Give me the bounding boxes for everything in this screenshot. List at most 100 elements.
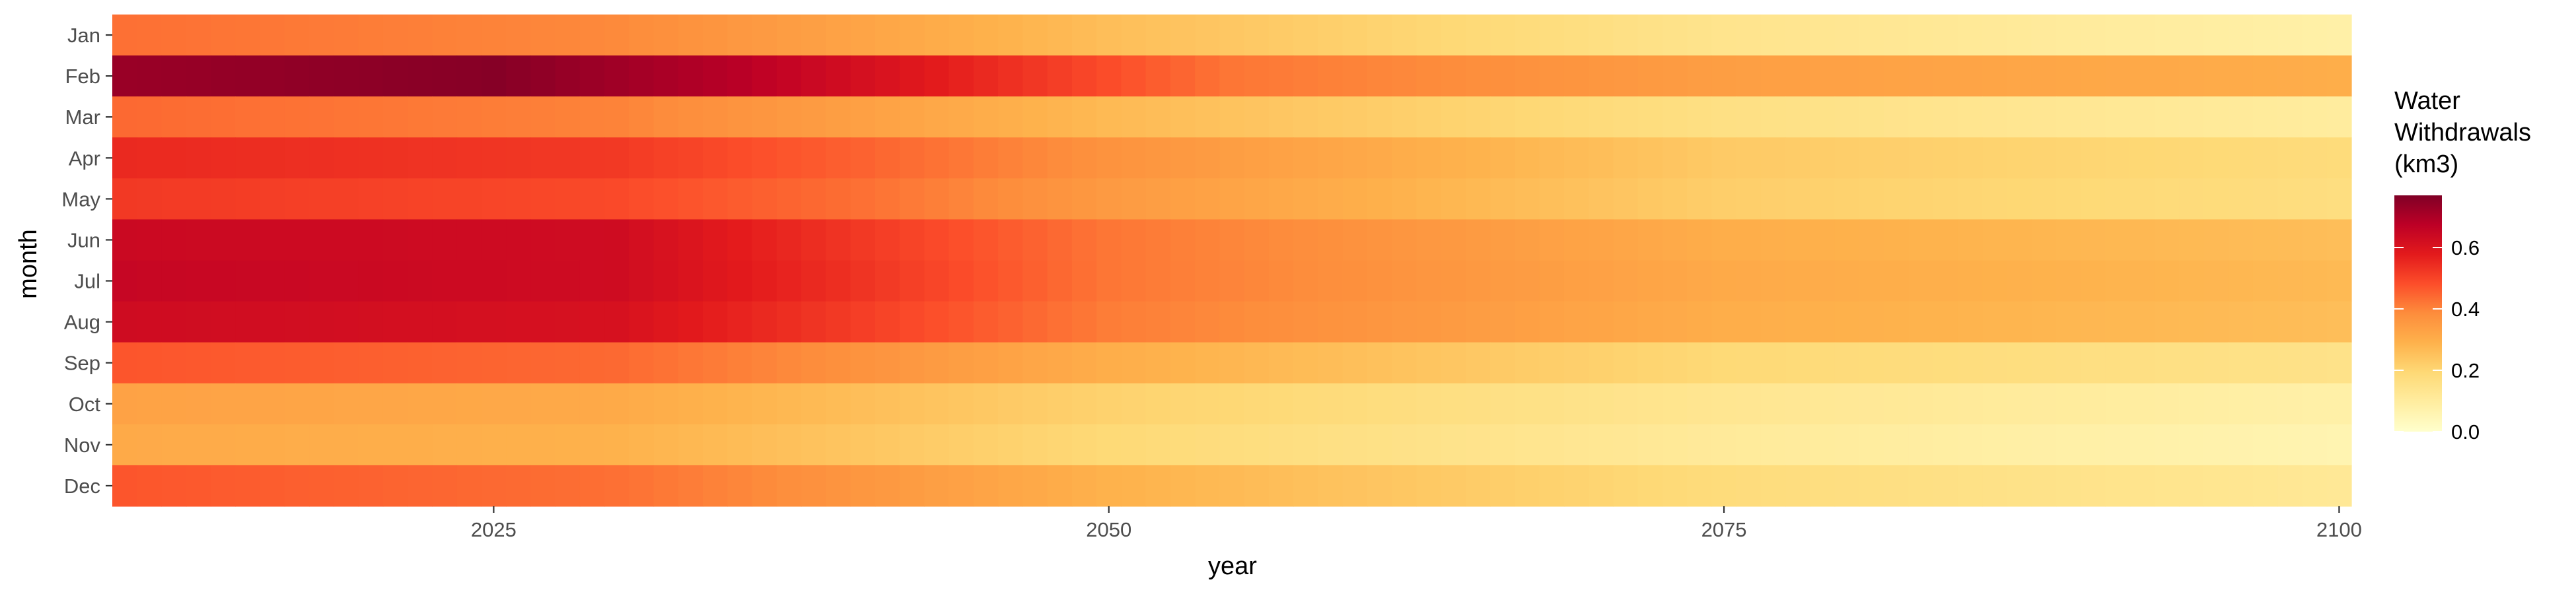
- heatmap-cell: [334, 465, 359, 507]
- heatmap-cell: [1760, 383, 1786, 425]
- heatmap-cell: [900, 301, 925, 343]
- heatmap-cell: [456, 178, 482, 220]
- heatmap-cell: [137, 342, 162, 384]
- heatmap-cell: [579, 219, 605, 261]
- heatmap-cell: [850, 178, 876, 220]
- heatmap-cell: [900, 137, 925, 179]
- heatmap-cell: [653, 260, 679, 302]
- heatmap-cell: [1982, 137, 2008, 179]
- heatmap-cell: [900, 15, 925, 56]
- heatmap-cell: [1121, 301, 1147, 343]
- heatmap-cell: [1219, 219, 1245, 261]
- heatmap-cell: [1711, 219, 1737, 261]
- heatmap-cell: [137, 55, 162, 97]
- heatmap-cell: [604, 260, 629, 302]
- heatmap-cell: [727, 383, 753, 425]
- heatmap-cell: [1662, 137, 1688, 179]
- heatmap-cell: [2302, 15, 2328, 56]
- heatmap-cell: [875, 301, 900, 343]
- heatmap-cell: [875, 465, 900, 507]
- heatmap-cell: [776, 260, 802, 302]
- heatmap-cell: [1810, 260, 1836, 302]
- heatmap-cell: [358, 424, 384, 466]
- heatmap-cell: [1293, 342, 1318, 384]
- heatmap-cell: [703, 96, 728, 138]
- heatmap-row-apr: [112, 137, 2352, 179]
- heatmap-cell: [2154, 55, 2180, 97]
- heatmap-cell: [604, 96, 629, 138]
- heatmap-cell: [1244, 383, 1270, 425]
- heatmap-cell: [2129, 383, 2155, 425]
- heatmap-row-oct: [112, 383, 2352, 425]
- heatmap-cell: [112, 342, 137, 384]
- heatmap-cell: [1834, 55, 1860, 97]
- heatmap-cell: [924, 465, 950, 507]
- heatmap-cell: [555, 465, 581, 507]
- heatmap-cell: [186, 55, 211, 97]
- heatmap-cell: [1367, 96, 1392, 138]
- heatmap-cell: [1957, 15, 1983, 56]
- heatmap-cell: [2326, 96, 2352, 138]
- heatmap-cell: [1465, 15, 1491, 56]
- heatmap-cell: [1662, 55, 1688, 97]
- heatmap-cell: [948, 424, 974, 466]
- heatmap-cell: [2081, 178, 2106, 220]
- heatmap-cell: [1711, 55, 1737, 97]
- heatmap-cell: [875, 96, 900, 138]
- heatmap-cell: [875, 342, 900, 384]
- heatmap-cell: [1760, 260, 1786, 302]
- heatmap-cell: [1859, 15, 1884, 56]
- heatmap-cell: [1096, 342, 1122, 384]
- heatmap-cell: [235, 301, 261, 343]
- heatmap-cell: [1293, 55, 1318, 97]
- heatmap-cell: [1810, 301, 1836, 343]
- heatmap-cell: [432, 178, 458, 220]
- heatmap-cell: [1268, 301, 1294, 343]
- heatmap-cell: [2326, 383, 2352, 425]
- heatmap-cell: [284, 219, 310, 261]
- heatmap-cell: [112, 15, 137, 56]
- heatmap-cell: [2031, 260, 2057, 302]
- heatmap-cell: [334, 137, 359, 179]
- heatmap-cell: [382, 424, 408, 466]
- heatmap-cell: [235, 219, 261, 261]
- heatmap-cell: [1416, 424, 1442, 466]
- heatmap-cell: [678, 178, 703, 220]
- heatmap-cell: [2277, 260, 2303, 302]
- heatmap-cell: [1884, 96, 1910, 138]
- heatmap-cell: [1933, 301, 1958, 343]
- heatmap-cell: [2252, 342, 2278, 384]
- legend-title-line: Withdrawals: [2394, 119, 2531, 147]
- heatmap-cell: [1490, 424, 1515, 466]
- heatmap-cell: [2056, 260, 2081, 302]
- heatmap-cell: [481, 178, 507, 220]
- heatmap-cell: [1662, 15, 1688, 56]
- heatmap-cell: [555, 342, 581, 384]
- heatmap-cell: [1145, 219, 1171, 261]
- heatmap-cell: [1145, 15, 1171, 56]
- heatmap-cell: [1367, 219, 1392, 261]
- heatmap-cell: [1170, 342, 1196, 384]
- heatmap-cell: [1318, 383, 1343, 425]
- heatmap-cell: [530, 424, 556, 466]
- heatmap-cell: [653, 383, 679, 425]
- heatmap-cell: [1490, 383, 1515, 425]
- heatmap-cell: [1810, 219, 1836, 261]
- heatmap-cell: [408, 424, 433, 466]
- heatmap-cell: [1318, 137, 1343, 179]
- heatmap-cell: [2326, 301, 2352, 343]
- heatmap-cell: [284, 424, 310, 466]
- heatmap-cell: [1121, 55, 1147, 97]
- y-tick-label: Nov: [64, 434, 101, 457]
- heatmap-cell: [2154, 342, 2180, 384]
- heatmap-cell: [161, 301, 187, 343]
- heatmap-cell: [1637, 465, 1663, 507]
- heatmap-cell: [186, 301, 211, 343]
- heatmap-cell: [1071, 260, 1097, 302]
- heatmap-cell: [1465, 260, 1491, 302]
- heatmap-cell: [1515, 55, 1540, 97]
- heatmap-cell: [826, 465, 851, 507]
- heatmap-cell: [1465, 137, 1491, 179]
- heatmap-cell: [1047, 260, 1073, 302]
- heatmap-cell: [1589, 96, 1614, 138]
